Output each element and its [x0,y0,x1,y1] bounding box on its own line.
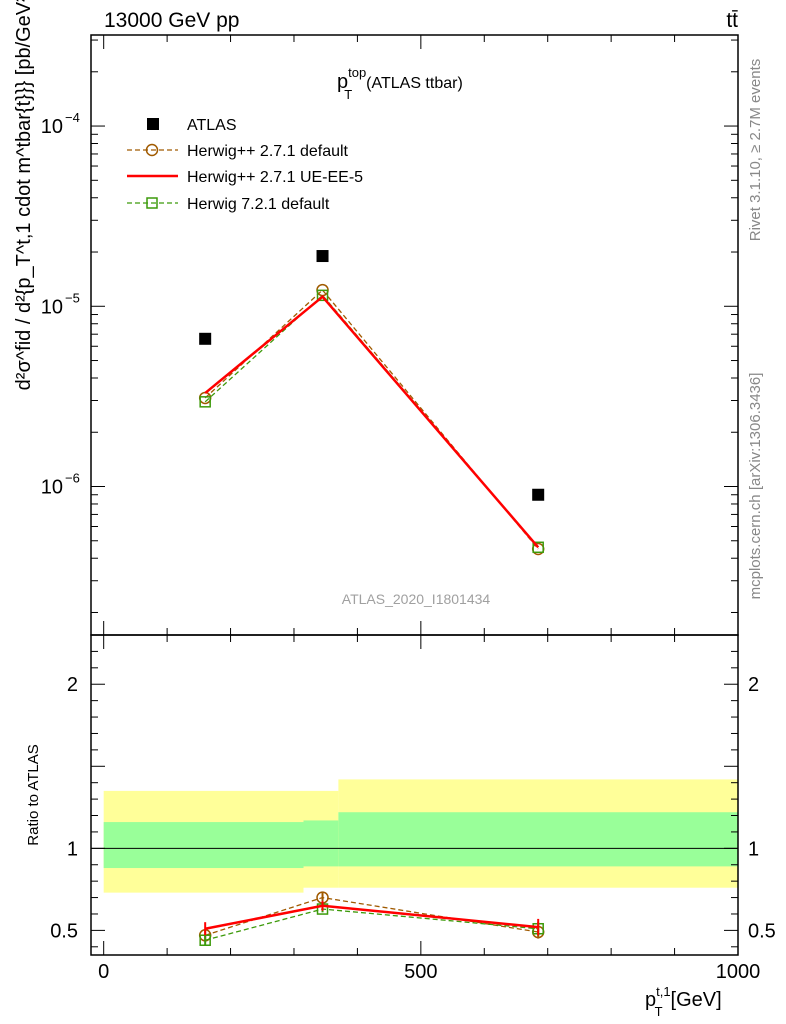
header-left: 13000 GeV pp [104,9,239,32]
ratio-ytick-label-right: 1 [748,838,759,860]
point-3-1 [316,289,329,302]
point-0-2 [532,488,545,501]
ratio-ytick-label-right: 2 [748,674,759,696]
x-tick-label: 1000 [716,961,761,983]
legend-marker-3 [146,197,158,209]
point-3-2 [532,541,544,554]
main-ytick-label: 10 [41,296,63,318]
main-ytick-exp: −6 [65,471,80,486]
x-tick-label: 0 [98,961,109,983]
band-inner-1 [303,820,339,867]
rivet-label: Rivet 3.1.10, ≥ 2.7M events [747,59,764,242]
main-ytick-exp: −4 [65,110,80,125]
band-inner-2 [338,812,738,867]
ratio-line-1 [204,904,539,930]
legend-label: Herwig 7.2.1 default [187,196,330,213]
analysis-watermark: ATLAS_2020_I1801434 [342,591,491,607]
legend-label: Herwig++ 2.7.1 UE-EE-5 [187,169,363,186]
mcplots-label: mcplots.cern.ch [arXiv:1306.3436] [747,373,764,600]
main-ytick-exp: −5 [65,290,80,305]
main-ytick-label: 10 [41,116,63,138]
series-line-3 [204,294,539,548]
series-line-2 [204,294,540,549]
main-ytick-label: 10 [41,477,63,499]
series-line-1 [204,289,539,550]
ratio-ytick-label: 1 [67,838,78,860]
legend-label: ATLAS [187,117,237,134]
point-0-0 [199,332,212,345]
legend-marker-1 [145,143,159,157]
x-tick-label: 500 [404,961,437,983]
point-0-1 [316,250,329,263]
ratio-ytick-label: 2 [67,674,78,696]
main-ylabel: d²σ^fid / d²{p_T^t,1 cdot m^tbar{t}}} [p… [13,0,35,390]
header-right: tt̄ [726,9,738,32]
point-3-0 [199,396,211,408]
xlabel: pt,1 T[GeV] [645,984,722,1019]
ratio-ytick-label: 0.5 [50,920,78,942]
legend-label: Herwig++ 2.7.1 default [187,143,349,160]
band-inner-0 [103,822,304,869]
plot-title: ptop T(ATLAS ttbar) [337,65,463,102]
legend-marker-atlas [147,118,159,130]
ratio-ylabel: Ratio to ATLAS [25,744,42,845]
ratio-line-0 [204,896,539,936]
ratio-frame [90,634,739,956]
ratio-ytick-label-right: 0.5 [748,920,776,942]
